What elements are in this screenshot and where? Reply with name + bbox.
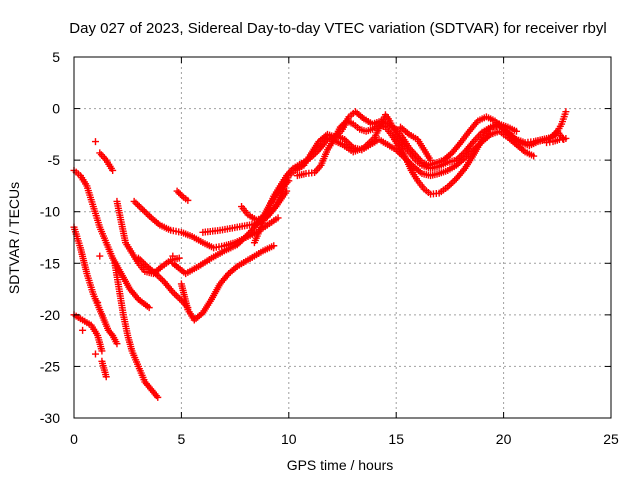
series-track-7 xyxy=(111,259,162,401)
x-tick-label: 25 xyxy=(603,431,619,447)
x-axis-label: GPS time / hours xyxy=(287,457,394,473)
data-point xyxy=(530,152,538,160)
data-point xyxy=(175,189,183,197)
series-track-12 xyxy=(173,187,192,204)
outlier-point xyxy=(96,252,104,260)
outlier-point xyxy=(79,326,87,334)
data-point xyxy=(184,196,192,204)
tick-layer: 0 5 10 15 20 25 5 0 -5 -10 -15 -20 -25 -30 xyxy=(40,49,619,447)
y-tick-label: -5 xyxy=(48,152,61,168)
data-point xyxy=(176,190,184,198)
x-tick-label: 5 xyxy=(178,431,186,447)
data-point xyxy=(145,304,153,312)
x-tick-label: 10 xyxy=(281,431,297,447)
y-tick-label: -25 xyxy=(40,358,60,374)
series-track-10 xyxy=(177,242,278,324)
data-point xyxy=(240,235,248,243)
data-point xyxy=(233,241,241,249)
data-point xyxy=(241,233,249,241)
y-tick-label: -20 xyxy=(40,307,60,323)
outlier-point xyxy=(91,138,99,146)
outlier-point xyxy=(169,252,177,260)
data-point xyxy=(173,187,181,195)
data-point xyxy=(550,130,558,138)
data-point xyxy=(175,254,183,262)
data-point xyxy=(245,230,253,238)
data-point xyxy=(235,239,243,247)
data-point xyxy=(547,133,555,141)
data-point xyxy=(109,166,117,174)
y-tick-label: -15 xyxy=(40,255,60,271)
data-point xyxy=(562,108,570,116)
y-tick-label: -30 xyxy=(40,410,60,426)
grid-layer xyxy=(74,57,611,418)
y-tick-label: 0 xyxy=(52,101,60,117)
x-tick-label: 15 xyxy=(388,431,404,447)
x-tick-label: 0 xyxy=(70,431,78,447)
outlier-point xyxy=(94,298,102,306)
y-tick-label: 5 xyxy=(52,49,60,65)
data-point xyxy=(512,127,520,135)
data-point xyxy=(236,238,244,246)
data-point xyxy=(274,214,282,222)
series-outliers xyxy=(79,138,177,358)
x-tick-label: 20 xyxy=(496,431,512,447)
data-point xyxy=(178,192,186,200)
series-track-17 xyxy=(328,111,568,172)
data-point xyxy=(102,373,110,381)
series-track-5 xyxy=(96,149,117,174)
data-point xyxy=(340,120,348,128)
series-track-9 xyxy=(134,254,192,312)
data-point xyxy=(98,347,106,355)
data-point xyxy=(336,123,344,131)
y-axis-label: SDTVAR / TECUs xyxy=(6,182,22,294)
plot-frame xyxy=(73,56,612,419)
series-track-19 xyxy=(543,134,570,147)
data-layer xyxy=(70,108,570,401)
series-track-4 xyxy=(98,357,110,381)
data-point xyxy=(154,393,162,401)
y-tick-label: -10 xyxy=(40,204,60,220)
data-point xyxy=(427,156,435,164)
data-point xyxy=(338,122,346,130)
data-point xyxy=(270,242,278,250)
series-track-1 xyxy=(70,166,153,312)
outlier-point xyxy=(91,350,99,358)
data-point xyxy=(238,236,246,244)
data-point xyxy=(243,231,251,239)
data-point xyxy=(562,134,570,142)
series-track-18 xyxy=(396,123,435,164)
series-track-15 xyxy=(250,127,538,247)
data-point xyxy=(113,340,121,348)
chart-title: Day 027 of 2023, Sidereal Day-to-day VTE… xyxy=(69,20,606,37)
